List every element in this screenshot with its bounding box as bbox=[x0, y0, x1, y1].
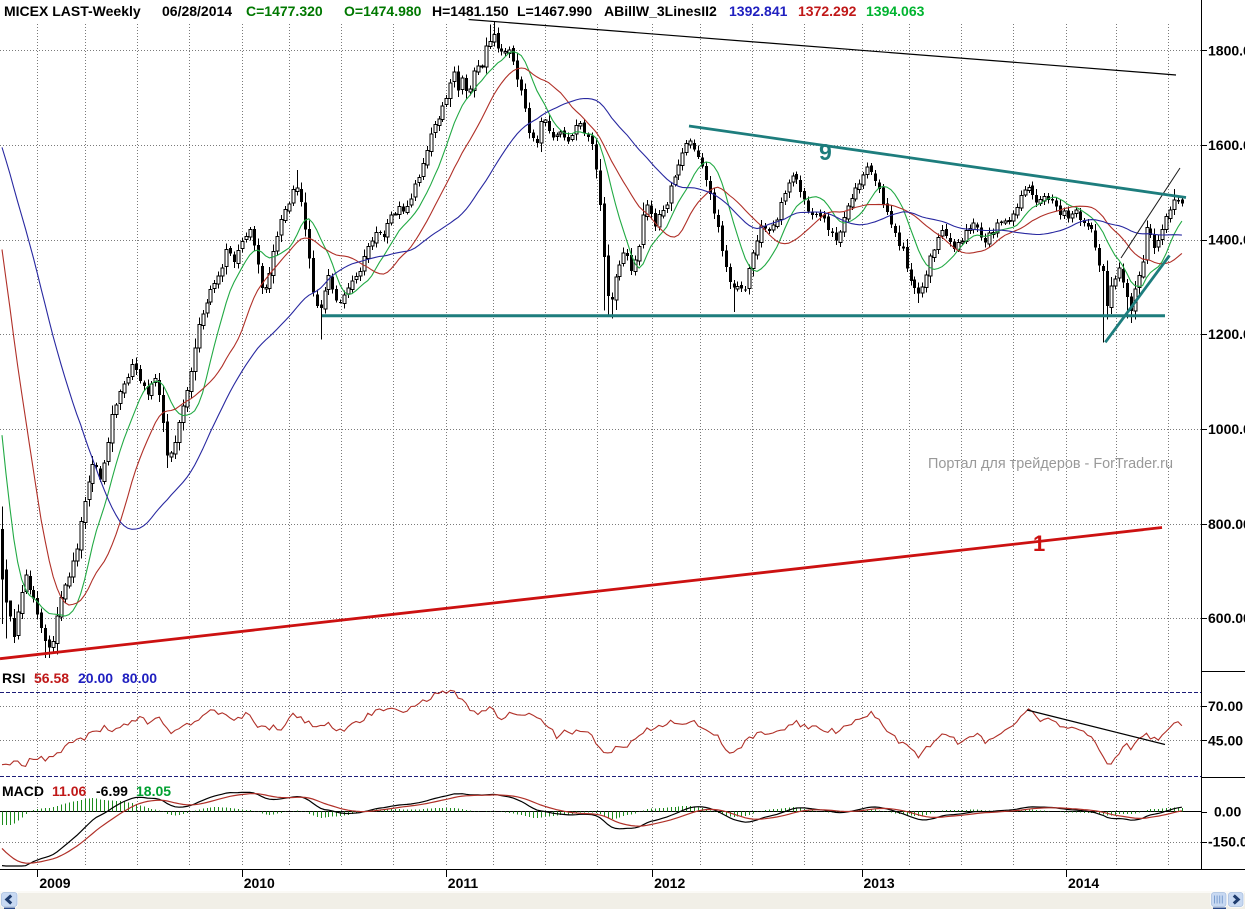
svg-text:1800.0: 1800.0 bbox=[1208, 43, 1245, 59]
svg-text:06/28/2014: 06/28/2014 bbox=[162, 3, 232, 19]
svg-text:0.00: 0.00 bbox=[1214, 804, 1241, 820]
svg-text:1000.0: 1000.0 bbox=[1208, 421, 1245, 437]
svg-text:2010: 2010 bbox=[244, 875, 275, 891]
svg-text:1400.0: 1400.0 bbox=[1208, 232, 1245, 248]
svg-text:-150.0: -150.0 bbox=[1208, 834, 1245, 850]
svg-text:L=1467.990: L=1467.990 bbox=[517, 3, 592, 19]
svg-text:600.00: 600.00 bbox=[1208, 610, 1245, 626]
svg-text:1392.841: 1392.841 bbox=[729, 3, 788, 19]
svg-text:1394.063: 1394.063 bbox=[866, 3, 925, 19]
svg-text:H=1481.150: H=1481.150 bbox=[432, 3, 509, 19]
svg-text:80.00: 80.00 bbox=[122, 670, 157, 686]
svg-text:2013: 2013 bbox=[864, 875, 895, 891]
svg-text:45.00: 45.00 bbox=[1208, 733, 1243, 749]
svg-text:1200.0: 1200.0 bbox=[1208, 326, 1245, 342]
svg-text:ABillW_3LinesII2: ABillW_3LinesII2 bbox=[604, 3, 717, 19]
svg-text:56.58: 56.58 bbox=[34, 670, 69, 686]
svg-text:O=1474.980: O=1474.980 bbox=[344, 3, 422, 19]
svg-text:2012: 2012 bbox=[654, 875, 685, 891]
svg-text:MICEX LAST-Weekly: MICEX LAST-Weekly bbox=[4, 3, 141, 19]
svg-text:20.00: 20.00 bbox=[78, 670, 113, 686]
svg-text:RSI: RSI bbox=[2, 670, 25, 686]
svg-text:1372.292: 1372.292 bbox=[798, 3, 857, 19]
svg-text:-6.99: -6.99 bbox=[96, 783, 128, 799]
svg-text:2009: 2009 bbox=[39, 875, 70, 891]
svg-text:2011: 2011 bbox=[448, 875, 479, 891]
svg-text:18.05: 18.05 bbox=[136, 783, 171, 799]
svg-text:MACD: MACD bbox=[2, 783, 44, 799]
svg-text:2014: 2014 bbox=[1068, 875, 1099, 891]
svg-text:11.06: 11.06 bbox=[52, 783, 86, 799]
svg-text:9: 9 bbox=[819, 139, 832, 165]
svg-text:1: 1 bbox=[1033, 531, 1045, 556]
svg-text:1600.0: 1600.0 bbox=[1208, 137, 1245, 153]
svg-text:800.00: 800.00 bbox=[1208, 516, 1245, 532]
svg-text:C=1477.320: C=1477.320 bbox=[246, 3, 323, 19]
svg-text:70.00: 70.00 bbox=[1208, 698, 1243, 714]
svg-text:Портал для трейдеров - ForTrad: Портал для трейдеров - ForTrader.ru bbox=[928, 455, 1173, 472]
